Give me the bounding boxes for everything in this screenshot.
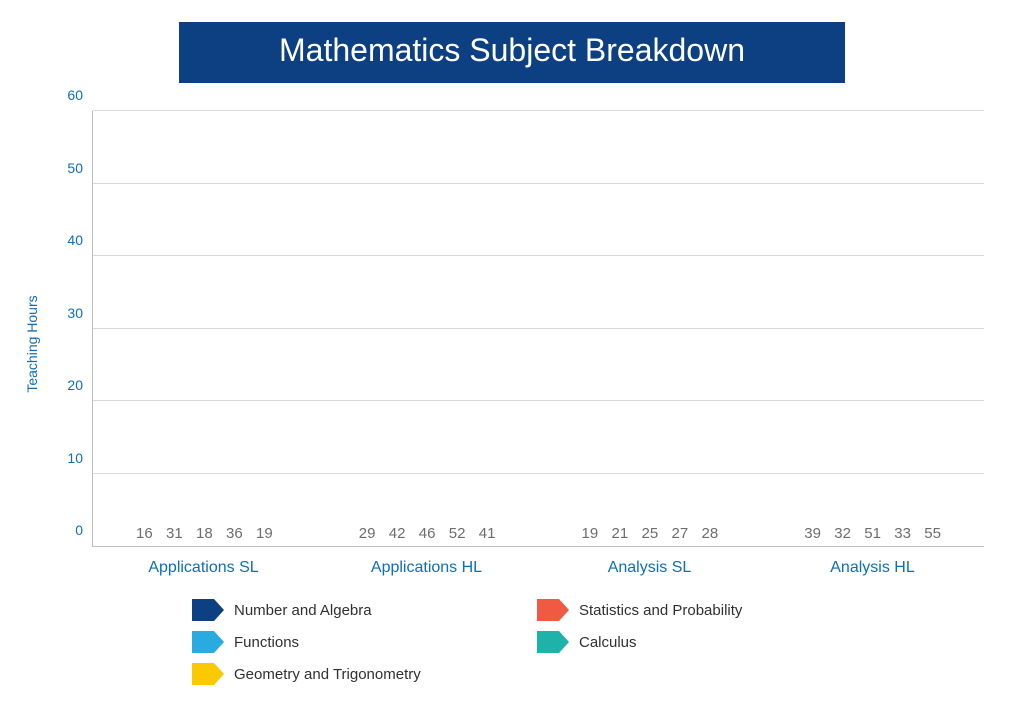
legend-item: Calculus — [537, 631, 832, 653]
y-tick-label: 20 — [67, 377, 93, 393]
y-tick-label: 0 — [75, 522, 93, 538]
legend-swatch-icon — [537, 599, 569, 621]
legend-label: Statistics and Probability — [579, 602, 742, 619]
bar-value-label: 16 — [136, 525, 153, 542]
legend-label: Functions — [234, 634, 299, 651]
bar-value-label: 27 — [672, 525, 689, 542]
x-axis-label: Analysis SL — [538, 547, 761, 577]
bar-value-label: 25 — [642, 525, 659, 542]
bar-value-label: 41 — [479, 525, 496, 542]
page-title-text: Mathematics Subject Breakdown — [279, 32, 745, 68]
legend-swatch-icon — [537, 631, 569, 653]
bar-value-label: 32 — [834, 525, 851, 542]
legend-item: Geometry and Trigonometry — [192, 663, 487, 685]
grid-line — [93, 328, 984, 329]
bar-value-label: 55 — [924, 525, 941, 542]
bar-value-label: 29 — [359, 525, 376, 542]
x-axis-label: Analysis HL — [761, 547, 984, 577]
legend-swatch-icon — [192, 631, 224, 653]
legend-swatch-icon — [192, 663, 224, 685]
bar-value-label: 19 — [256, 525, 273, 542]
bar-value-label: 39 — [804, 525, 821, 542]
bar-value-label: 19 — [582, 525, 599, 542]
y-axis-label: Teaching Hours — [24, 295, 40, 392]
bar-value-label: 36 — [226, 525, 243, 542]
y-tick-label: 30 — [67, 305, 93, 321]
grid-line — [93, 255, 984, 256]
legend-item: Statistics and Probability — [537, 599, 832, 621]
bar-value-label: 46 — [419, 525, 436, 542]
y-tick-label: 50 — [67, 160, 93, 176]
y-tick-label: 40 — [67, 232, 93, 248]
bar-value-label: 31 — [166, 525, 183, 542]
grid-line — [93, 473, 984, 474]
grid-line — [93, 183, 984, 184]
bar-value-label: 21 — [612, 525, 629, 542]
y-tick-label: 10 — [67, 450, 93, 466]
x-axis-label: Applications SL — [92, 547, 315, 577]
bar-value-label: 42 — [389, 525, 406, 542]
grid-line — [93, 110, 984, 111]
grid-line — [93, 400, 984, 401]
y-tick-label: 60 — [67, 87, 93, 103]
legend-item: Functions — [192, 631, 487, 653]
legend-item: Number and Algebra — [192, 599, 487, 621]
chart-legend: Number and Algebra Statistics and Probabi… — [192, 599, 832, 685]
page-title: Mathematics Subject Breakdown — [179, 22, 845, 83]
legend-label: Geometry and Trigonometry — [234, 666, 421, 683]
bar-value-label: 52 — [449, 525, 466, 542]
bar-value-label: 51 — [864, 525, 881, 542]
x-axis-label: Applications HL — [315, 547, 538, 577]
bar-value-label: 18 — [196, 525, 213, 542]
legend-swatch-icon — [192, 599, 224, 621]
legend-label: Number and Algebra — [234, 602, 372, 619]
chart-plot-area: 16 31 18 36 19 29 42 46 52 41 19 21 25 27 28 39 32 51 33 55… — [92, 111, 984, 547]
bar-value-label: 33 — [894, 525, 911, 542]
bar-value-label: 28 — [702, 525, 719, 542]
chart-container: Teaching Hours 1631183619294246524119212… — [40, 111, 984, 577]
legend-label: Calculus — [579, 634, 637, 651]
x-axis-labels: Applications SLApplications HLAnalysis S… — [92, 547, 984, 577]
